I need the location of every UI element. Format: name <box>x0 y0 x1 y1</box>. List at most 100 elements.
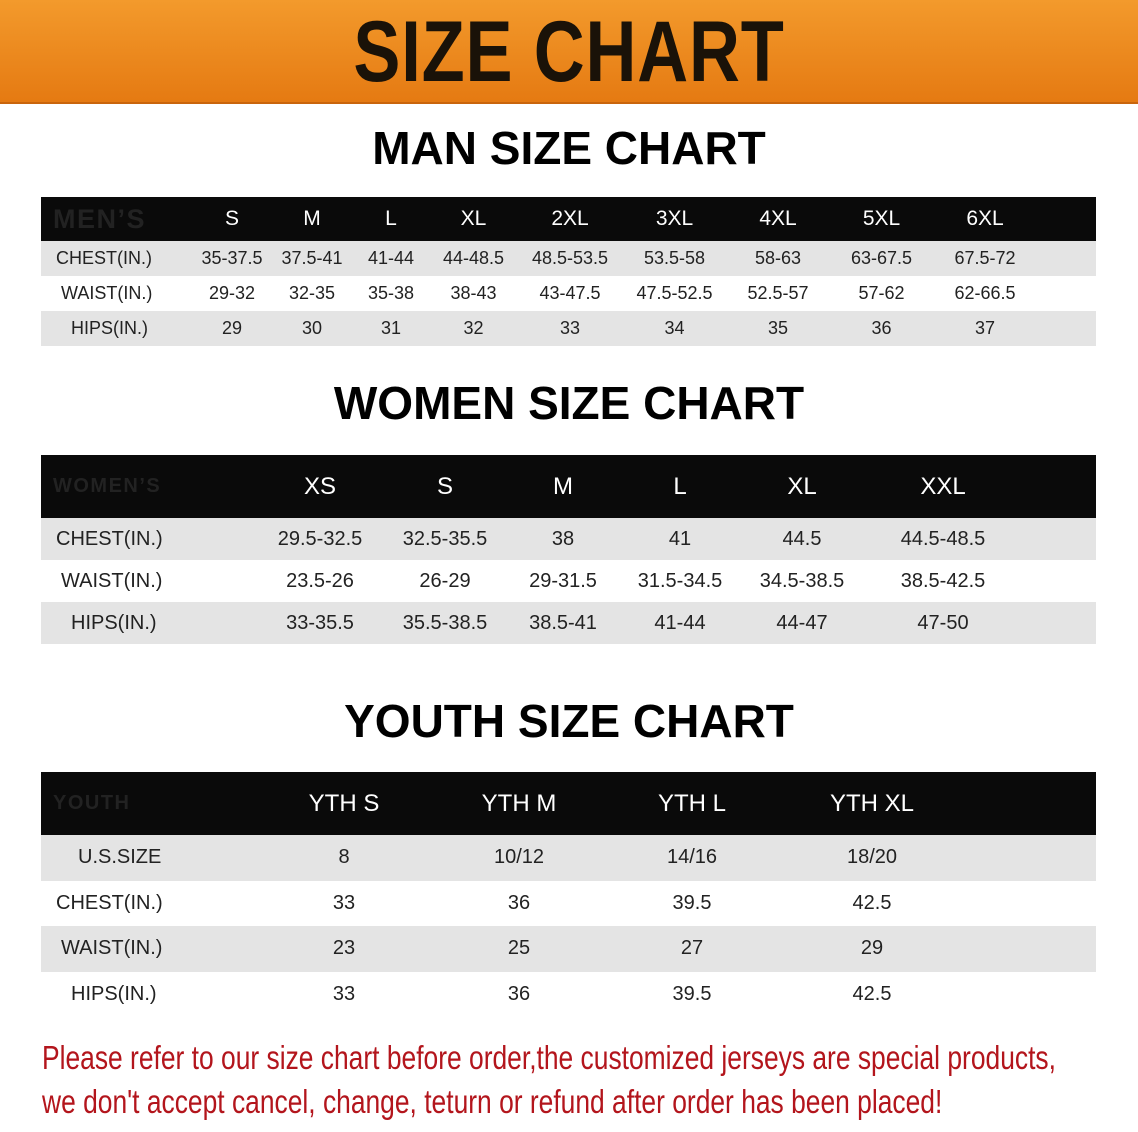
measurement-cell: 23 <box>332 937 356 960</box>
measurement-cell: 35.5-38.5 <box>402 611 488 634</box>
row-label: CHEST(IN.) <box>56 891 163 914</box>
header-row: WOMEN’S XS S M L XL XXL <box>41 455 1096 518</box>
men-heading: MAN SIZE CHART <box>372 122 766 174</box>
measurement-cell: 35 <box>767 318 789 338</box>
measurement-cell: 36 <box>507 982 531 1005</box>
size-header: YTH M <box>481 789 557 817</box>
title-banner: SIZE CHART <box>0 0 1138 104</box>
size-header: YTH L <box>657 789 726 817</box>
measurement-cell: 44.5-48.5 <box>900 527 986 550</box>
row-label: WAIST(IN.) <box>61 569 163 592</box>
measurement-cell: 57-62 <box>858 283 905 303</box>
size-header: 5XL <box>862 207 901 230</box>
measurement-cell: 36 <box>507 891 531 914</box>
table-row: WAIST(IN.) 23 25 27 29 <box>41 926 1096 972</box>
measurement-cell: 32 <box>463 318 484 338</box>
size-header: YTH XL <box>829 789 915 817</box>
measurement-cell: 29 <box>221 318 243 338</box>
size-header: S <box>436 472 453 500</box>
measurement-cell: 58-63 <box>754 248 802 268</box>
men-size-table: MEN’S S M L XL 2XL 3XL 4XL 5XL 6XL CHEST(IN.) 35-37… <box>41 197 1096 346</box>
measurement-cell: 34 <box>664 318 685 338</box>
measurement-cell: 41-44 <box>654 611 706 634</box>
measurement-cell: 36 <box>871 318 892 338</box>
table-row: WAIST(IN.) 23.5-26 26-29 29-31.5 31.5-34.5 34… <box>41 560 1096 602</box>
measurement-cell: 37 <box>974 318 996 338</box>
measurement-cell: 47-50 <box>917 611 969 634</box>
measurement-cell: 38.5-42.5 <box>900 569 986 592</box>
measurement-cell: 8 <box>338 846 350 869</box>
measurement-cell: 43-47.5 <box>539 283 601 303</box>
measurement-cell: 38-43 <box>450 283 497 303</box>
size-header: 2XL <box>551 207 589 230</box>
measurement-cell: 33 <box>332 982 356 1005</box>
size-header: L <box>385 207 397 230</box>
measurement-cell: 62-66.5 <box>954 283 1016 303</box>
measurement-cell: 30 <box>301 318 323 338</box>
youth-heading: YOUTH SIZE CHART <box>344 695 794 747</box>
row-label: WAIST(IN.) <box>61 283 153 303</box>
row-label: HIPS(IN.) <box>71 982 157 1005</box>
measurement-cell: 33 <box>559 318 581 338</box>
measurement-cell: 27 <box>680 937 704 960</box>
measurement-cell: 41-44 <box>367 248 415 268</box>
measurement-cell: 44.5 <box>782 527 822 550</box>
measurement-cell: 14/16 <box>666 846 718 869</box>
size-header: S <box>224 207 239 230</box>
measurement-cell: 26-29 <box>419 569 471 592</box>
table-row: WAIST(IN.) 29-32 32-35 35-38 38-43 43-47.5 47.… <box>41 276 1096 311</box>
size-header: L <box>673 472 687 500</box>
measurement-cell: 47.5-52.5 <box>636 283 713 303</box>
measurement-cell: 44-48.5 <box>442 248 505 268</box>
measurement-cell: 23.5-26 <box>286 569 354 592</box>
row-label: WAIST(IN.) <box>61 937 163 960</box>
row-label: U.S.SIZE <box>78 846 162 869</box>
measurement-cell: 44-47 <box>776 611 828 634</box>
measurement-cell: 29.5-32.5 <box>277 527 363 550</box>
size-header: XS <box>303 472 336 500</box>
youth-size-table: YOUTH YTH S YTH M YTH L YTH XL U.S.SIZE 8 10/12… <box>41 772 1096 1017</box>
size-header: 3XL <box>655 207 694 230</box>
women-heading: WOMEN SIZE CHART <box>333 377 805 429</box>
measurement-cell: 38 <box>551 527 575 550</box>
measurement-cell: 48.5-53.5 <box>531 248 609 268</box>
women-header-label: WOMEN’S <box>53 475 162 497</box>
size-header: M <box>553 472 573 500</box>
table-row: CHEST(IN.) 33 36 39.5 42.5 <box>41 880 1096 926</box>
men-header-label: MEN’S <box>53 203 147 234</box>
header-row: YOUTH YTH S YTH M YTH L YTH XL <box>41 772 1096 835</box>
measurement-cell: 32.5-35.5 <box>402 527 488 550</box>
measurement-cell: 29-31.5 <box>529 569 597 592</box>
measurement-cell: 18/20 <box>846 846 898 869</box>
measurement-cell: 31.5-34.5 <box>637 569 723 592</box>
measurement-cell: 34.5-38.5 <box>759 569 845 592</box>
measurement-cell: 29 <box>860 937 884 960</box>
measurement-cell: 41 <box>668 527 692 550</box>
measurement-cell: 31 <box>380 318 402 338</box>
measurement-cell: 35-37.5 <box>201 248 263 268</box>
measurement-cell: 37.5-41 <box>281 248 343 268</box>
size-header: 4XL <box>759 207 797 230</box>
notice-line-1: Please refer to our size chart before or… <box>42 1039 1056 1076</box>
measurement-cell: 63-67.5 <box>850 248 913 268</box>
measurement-cell: 38.5-41 <box>529 611 597 634</box>
measurement-cell: 67.5-72 <box>954 248 1016 268</box>
page-title: SIZE CHART <box>353 4 785 100</box>
row-label: HIPS(IN.) <box>71 611 157 634</box>
measurement-cell: 35-38 <box>367 283 415 303</box>
measurement-cell: 10/12 <box>493 846 545 869</box>
size-header: M <box>303 207 321 230</box>
row-label: CHEST(IN.) <box>56 527 163 550</box>
size-header: YTH S <box>308 789 380 817</box>
table-row: CHEST(IN.) 35-37.5 37.5-41 41-44 44-48.5 48.5… <box>41 241 1096 276</box>
size-header: XL <box>787 472 817 500</box>
measurement-cell: 33 <box>332 891 356 914</box>
measurement-cell: 25 <box>507 937 531 960</box>
notice-line-2: we don't accept cancel, change, teturn o… <box>42 1083 943 1120</box>
measurement-cell: 39.5 <box>672 982 712 1005</box>
size-header: XL <box>460 207 487 230</box>
measurement-cell: 33-35.5 <box>286 611 354 634</box>
row-label: HIPS(IN.) <box>71 318 149 338</box>
measurement-cell: 39.5 <box>672 891 712 914</box>
table-row: U.S.SIZE 8 10/12 14/16 18/20 <box>41 835 1096 881</box>
